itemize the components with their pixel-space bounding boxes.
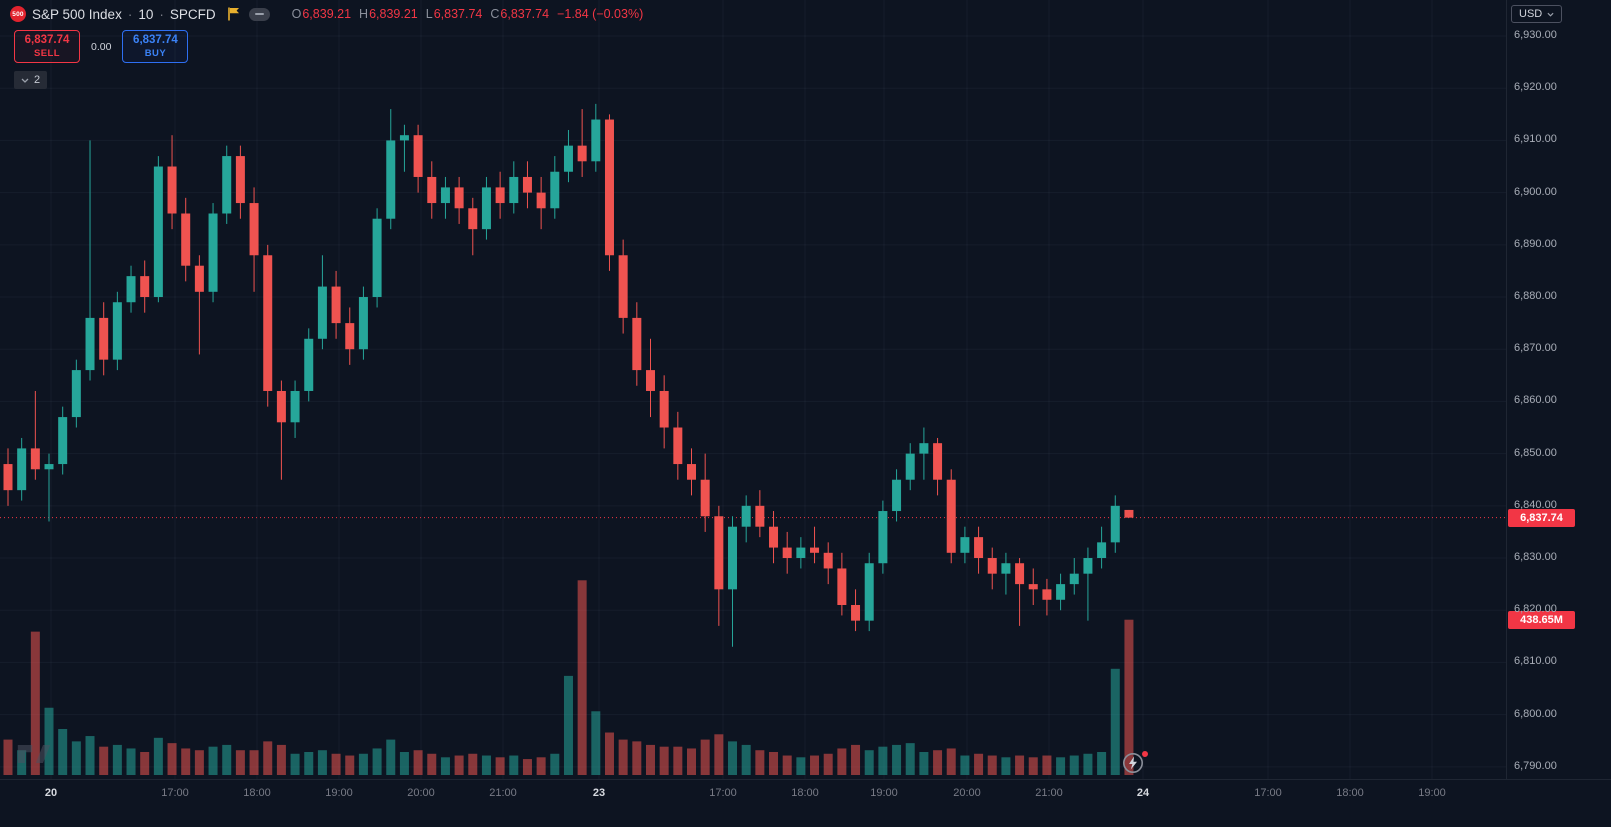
lightning-circle-icon[interactable] (1122, 752, 1144, 774)
open-label: O (291, 7, 302, 21)
currency-label: USD (1519, 8, 1543, 20)
exchange-label[interactable]: SPCFD (169, 6, 216, 22)
flag-icon[interactable] (227, 7, 241, 21)
price-axis-label: 6,910.00 (1514, 133, 1557, 146)
price-axis-label: 6,800.00 (1514, 707, 1557, 720)
time-axis-label[interactable]: 18:00 (1336, 787, 1364, 799)
price-axis-label: 6,870.00 (1514, 342, 1557, 355)
time-axis-label[interactable]: 21:00 (489, 787, 517, 799)
price-axis[interactable]: USD 6,837.74 438.65M 6,930.00 6,920.00 6,9… (1506, 0, 1611, 779)
high-label: H (359, 7, 369, 21)
last-volume-badge: 438.65M (1508, 610, 1575, 629)
price-axis-label: 6,900.00 (1514, 185, 1557, 198)
time-axis-label[interactable]: 20:00 (953, 787, 981, 799)
caret-down-icon (1547, 12, 1554, 17)
sell-price: 6,837.74 (24, 33, 70, 46)
time-axis-label[interactable]: 19:00 (325, 787, 353, 799)
symbol-title[interactable]: S&P 500 Index (32, 6, 122, 22)
sp500-logo: 500 (10, 6, 26, 22)
notification-dot (1142, 751, 1148, 757)
price-axis-label: 6,830.00 (1514, 551, 1557, 564)
buy-price: 6,837.74 (133, 33, 178, 46)
time-axis-label[interactable]: 19:00 (1418, 787, 1446, 799)
ohlc-readout: O6,839.21 H6,839.21 L6,837.74 C6,837.74 … (292, 7, 644, 21)
time-axis-label[interactable]: 18:00 (791, 787, 819, 799)
time-axis-label[interactable]: 21:00 (1035, 787, 1063, 799)
time-axis-label[interactable]: 17:00 (709, 787, 737, 799)
symbol-legend: 500 S&P 500 Index · 10 · SPCFD O6,839.21… (10, 6, 643, 22)
legend-minimize-icon[interactable] (248, 7, 270, 21)
close-value: 6,837.74 (500, 7, 550, 21)
tradingview-logo[interactable] (16, 742, 52, 771)
price-axis-label: 6,810.00 (1514, 655, 1557, 668)
legend-separator: · (127, 6, 133, 22)
indicators-count: 2 (34, 74, 41, 86)
time-axis-label[interactable]: 24 (1136, 787, 1150, 799)
time-axis-label[interactable]: 17:00 (1254, 787, 1282, 799)
indicators-collapse-chip[interactable]: 2 (14, 71, 48, 89)
price-axis-label: 6,840.00 (1514, 498, 1557, 511)
time-axis[interactable]: 20 17:00 18:00 19:00 20:00 21:00 23 17:00 18:00 1… (0, 779, 1611, 827)
time-axis-label[interactable]: 17:00 (161, 787, 189, 799)
legend-separator: · (159, 6, 164, 22)
time-axis-label[interactable]: 18:00 (243, 787, 271, 799)
currency-selector[interactable]: USD (1511, 5, 1563, 23)
trade-panel: 6,837.74 SELL 0.00 6,837.74 BUY (14, 30, 189, 63)
price-axis-label: 6,850.00 (1514, 446, 1557, 459)
price-axis-label: 6,820.00 (1514, 603, 1557, 616)
price-axis-label: 6,930.00 (1514, 29, 1557, 42)
interval-label[interactable]: 10 (138, 6, 154, 22)
sell-label: SELL (34, 47, 60, 59)
time-axis-label[interactable]: 20:00 (407, 787, 435, 799)
time-axis-label[interactable]: 20 (44, 787, 58, 799)
close-label: C (490, 7, 500, 21)
buy-label: BUY (144, 47, 167, 59)
chart-canvas[interactable] (0, 0, 1506, 779)
price-axis-label: 6,790.00 (1514, 759, 1557, 772)
price-axis-label: 6,860.00 (1514, 394, 1557, 407)
spread-value: 0.00 (91, 40, 112, 53)
time-axis-label[interactable]: 23 (592, 787, 606, 799)
change-value: −1.84 (−0.03%) (557, 7, 644, 21)
chevron-down-icon (21, 78, 29, 83)
price-axis-label: 6,880.00 (1514, 290, 1557, 303)
last-price-badge: 6,837.74 (1508, 508, 1575, 527)
low-label: L (425, 7, 433, 21)
price-axis-label: 6,890.00 (1514, 237, 1557, 250)
candlestick-chart[interactable] (0, 0, 1506, 779)
high-value: 6,839.21 (369, 7, 418, 21)
time-axis-label[interactable]: 19:00 (870, 787, 898, 799)
low-value: 6,837.74 (433, 7, 483, 21)
sell-button[interactable]: 6,837.74 SELL (14, 30, 80, 63)
price-axis-label: 6,920.00 (1514, 81, 1557, 94)
buy-button[interactable]: 6,837.74 BUY (122, 30, 189, 63)
open-value: 6,839.21 (302, 7, 352, 21)
